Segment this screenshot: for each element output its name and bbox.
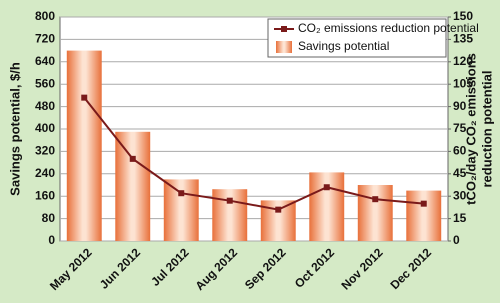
y2-tick-label: 15: [453, 211, 467, 225]
y-axis-title: Savings potential, $/h: [7, 62, 22, 196]
legend-box: [267, 18, 447, 58]
y2-tick-label: 135: [453, 32, 473, 46]
x-tick-label: Jul 2012: [148, 245, 192, 289]
y-tick-label: 0: [48, 233, 55, 247]
y2-tick-label: 45: [453, 166, 467, 180]
bar: [163, 179, 199, 241]
y2-tick-label: 150: [453, 9, 473, 23]
y-tick-label: 80: [42, 211, 56, 225]
line-marker: [226, 197, 233, 204]
legend-label: CO₂ emissions reduction potential: [298, 21, 479, 35]
legend-swatch: [276, 41, 292, 53]
legend-label: Savings potential: [298, 39, 389, 53]
y2-axis-title: tCO₂/day CO₂ emissions: [463, 53, 478, 205]
x-tick-label: Nov 2012: [338, 245, 385, 292]
legend-marker: [281, 26, 287, 32]
x-tick-label: May 2012: [47, 245, 95, 293]
y2-tick-label: 105: [453, 76, 473, 90]
y-tick-label: 560: [35, 76, 55, 90]
bar: [309, 172, 345, 241]
y-tick-label: 480: [35, 99, 55, 113]
bar: [66, 50, 102, 241]
x-tick-label: Sep 2012: [242, 245, 289, 292]
y2-tick-label: 30: [453, 188, 467, 202]
y-tick-label: 720: [35, 32, 55, 46]
x-tick-label: Aug 2012: [192, 245, 240, 293]
y-tick-label: 320: [35, 144, 55, 158]
y2-tick-label: 90: [453, 99, 467, 113]
bar: [406, 190, 442, 241]
y2-tick-label: 60: [453, 144, 467, 158]
y2-tick-label: 0: [453, 233, 460, 247]
line-marker: [129, 155, 136, 162]
y-tick-label: 160: [35, 188, 55, 202]
bar: [212, 189, 248, 241]
y-tick-label: 640: [35, 54, 55, 68]
y-tick-label: 240: [35, 166, 55, 180]
y-tick-label: 400: [35, 121, 55, 135]
bar: [115, 131, 151, 241]
line-marker: [178, 190, 185, 197]
line: [83, 97, 424, 211]
line-marker: [420, 200, 427, 207]
x-tick-label: Jun 2012: [97, 245, 143, 291]
y2-tick-label: 75: [453, 121, 467, 135]
line-marker: [275, 206, 282, 213]
x-tick-label: Dec 2012: [387, 245, 434, 292]
line-marker: [323, 184, 330, 191]
line-marker: [372, 196, 379, 203]
line-marker: [81, 94, 88, 101]
y2-axis-title: reduction potential: [479, 71, 494, 188]
bar: [357, 185, 393, 241]
x-tick-label: Oct 2012: [292, 245, 338, 291]
y2-tick-label: 120: [453, 54, 473, 68]
y-tick-label: 800: [35, 9, 55, 23]
